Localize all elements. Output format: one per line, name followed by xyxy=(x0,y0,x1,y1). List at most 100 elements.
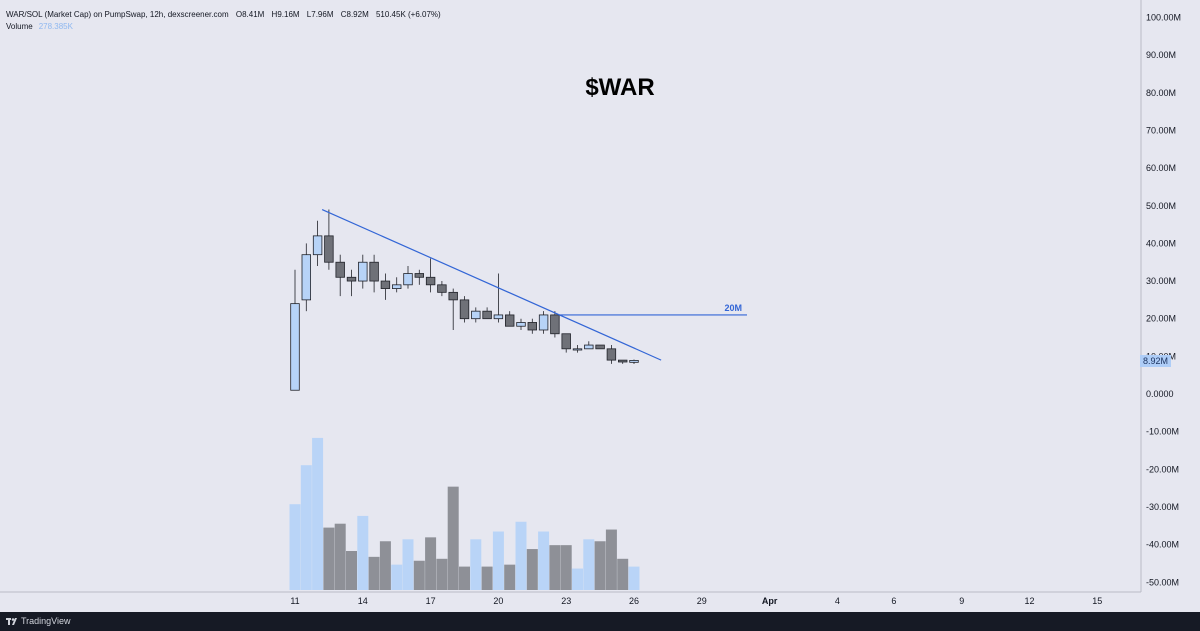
candle xyxy=(358,254,368,289)
volume-bar xyxy=(346,551,357,590)
candle-body xyxy=(572,348,583,351)
candles xyxy=(290,209,639,391)
candle-body xyxy=(380,280,391,289)
candle-body xyxy=(550,314,560,335)
candle xyxy=(459,296,470,323)
trendline[interactable] xyxy=(321,208,662,361)
symbol-line: WAR/SOL (Market Cap) on PumpSwap, 12h, d… xyxy=(6,10,229,19)
chart-title: $WAR xyxy=(585,74,655,101)
tradingview-brand[interactable]: TradingView xyxy=(21,616,71,626)
candle-body xyxy=(459,299,470,320)
y-tick-label: 90.00M xyxy=(1146,50,1176,60)
candle-body xyxy=(335,261,345,278)
candle xyxy=(538,311,549,334)
volume-bar xyxy=(605,529,617,590)
volume-bar xyxy=(538,531,550,590)
tradingview-logo-icon[interactable] xyxy=(6,615,18,627)
volume-bar xyxy=(368,556,380,590)
volume-value: 278.385K xyxy=(38,22,73,31)
candle xyxy=(561,333,571,353)
candle xyxy=(584,341,594,350)
candle-body xyxy=(358,261,368,282)
candle-body xyxy=(290,303,300,391)
candle xyxy=(324,209,334,270)
candle xyxy=(482,307,492,320)
x-tick-label: 15 xyxy=(1092,596,1102,606)
volume-bar xyxy=(300,465,312,590)
candle xyxy=(471,307,481,323)
y-tick-label: 0.0000 xyxy=(1146,389,1174,399)
volume-bar xyxy=(436,558,448,590)
low-value: L7.96M xyxy=(306,10,334,19)
volume-bar xyxy=(379,541,391,590)
close-value: C8.92M xyxy=(340,10,369,19)
candle xyxy=(369,254,379,293)
candle-body xyxy=(527,322,538,331)
volume-bars xyxy=(289,437,640,590)
candle xyxy=(448,288,458,330)
candle xyxy=(550,311,560,338)
candle-body xyxy=(312,235,323,256)
x-tick-label: Apr xyxy=(762,596,778,606)
candle xyxy=(572,345,583,353)
volume-bar xyxy=(425,537,437,590)
candle xyxy=(403,265,413,289)
candle-body xyxy=(346,276,357,282)
candle-body xyxy=(618,359,628,363)
y-tick-label: -30.00M xyxy=(1146,502,1179,512)
x-tick-label: 20 xyxy=(493,596,503,606)
level-label: 20M xyxy=(724,303,742,313)
volume-bar xyxy=(560,545,572,590)
candle-body xyxy=(425,276,436,286)
volume-bar xyxy=(447,486,459,590)
candle xyxy=(301,243,312,312)
volume-bar xyxy=(515,521,527,590)
footer-bar: TradingView xyxy=(0,612,1200,631)
y-tick-label: -50.00M xyxy=(1146,577,1179,587)
y-tick-label: 20.00M xyxy=(1146,314,1176,324)
candle xyxy=(380,273,391,300)
y-tick-label: 100.00M xyxy=(1146,13,1181,23)
candle-body xyxy=(629,360,639,363)
volume-bar xyxy=(594,541,606,590)
volume-line: Volume 278.385K xyxy=(6,21,441,33)
volume-bar xyxy=(289,504,301,590)
candle-body xyxy=(301,254,312,301)
x-tick-label: 23 xyxy=(561,596,571,606)
volume-bar xyxy=(504,564,516,590)
candle xyxy=(312,220,323,266)
x-tick-label: 14 xyxy=(358,596,368,606)
y-tick-label: -20.00M xyxy=(1146,464,1179,474)
volume-bar xyxy=(323,527,335,590)
volume-bar xyxy=(459,566,470,590)
volume-bar xyxy=(549,545,561,590)
y-tick-label: 30.00M xyxy=(1146,276,1176,286)
candle-body xyxy=(403,273,413,286)
candle xyxy=(493,273,504,323)
candle-body xyxy=(538,314,549,331)
change-value: 510.45K (+6.07%) xyxy=(375,10,441,19)
volume-bar xyxy=(481,566,493,590)
y-tick-label: 80.00M xyxy=(1146,88,1176,98)
x-tick-label: 12 xyxy=(1024,596,1034,606)
candle-body xyxy=(324,235,334,263)
y-tick-label: -10.00M xyxy=(1146,427,1179,437)
volume-bar xyxy=(312,437,324,590)
candle-body xyxy=(606,348,617,361)
x-tick-label: 29 xyxy=(697,596,707,606)
volume-bar xyxy=(470,539,482,590)
volume-bar xyxy=(628,566,640,590)
candle xyxy=(606,345,617,364)
y-tick-label: 60.00M xyxy=(1146,163,1176,173)
candle-body xyxy=(504,314,515,327)
candle-body xyxy=(561,333,571,350)
volume-bar xyxy=(583,539,595,590)
y-tick-label: 40.00M xyxy=(1146,238,1176,248)
candle-body xyxy=(516,322,526,327)
x-tick-label: 6 xyxy=(891,596,896,606)
candle xyxy=(618,359,628,364)
volume-bar xyxy=(391,564,403,590)
volume-bar xyxy=(357,515,369,590)
y-tick-label: -40.00M xyxy=(1146,540,1179,550)
